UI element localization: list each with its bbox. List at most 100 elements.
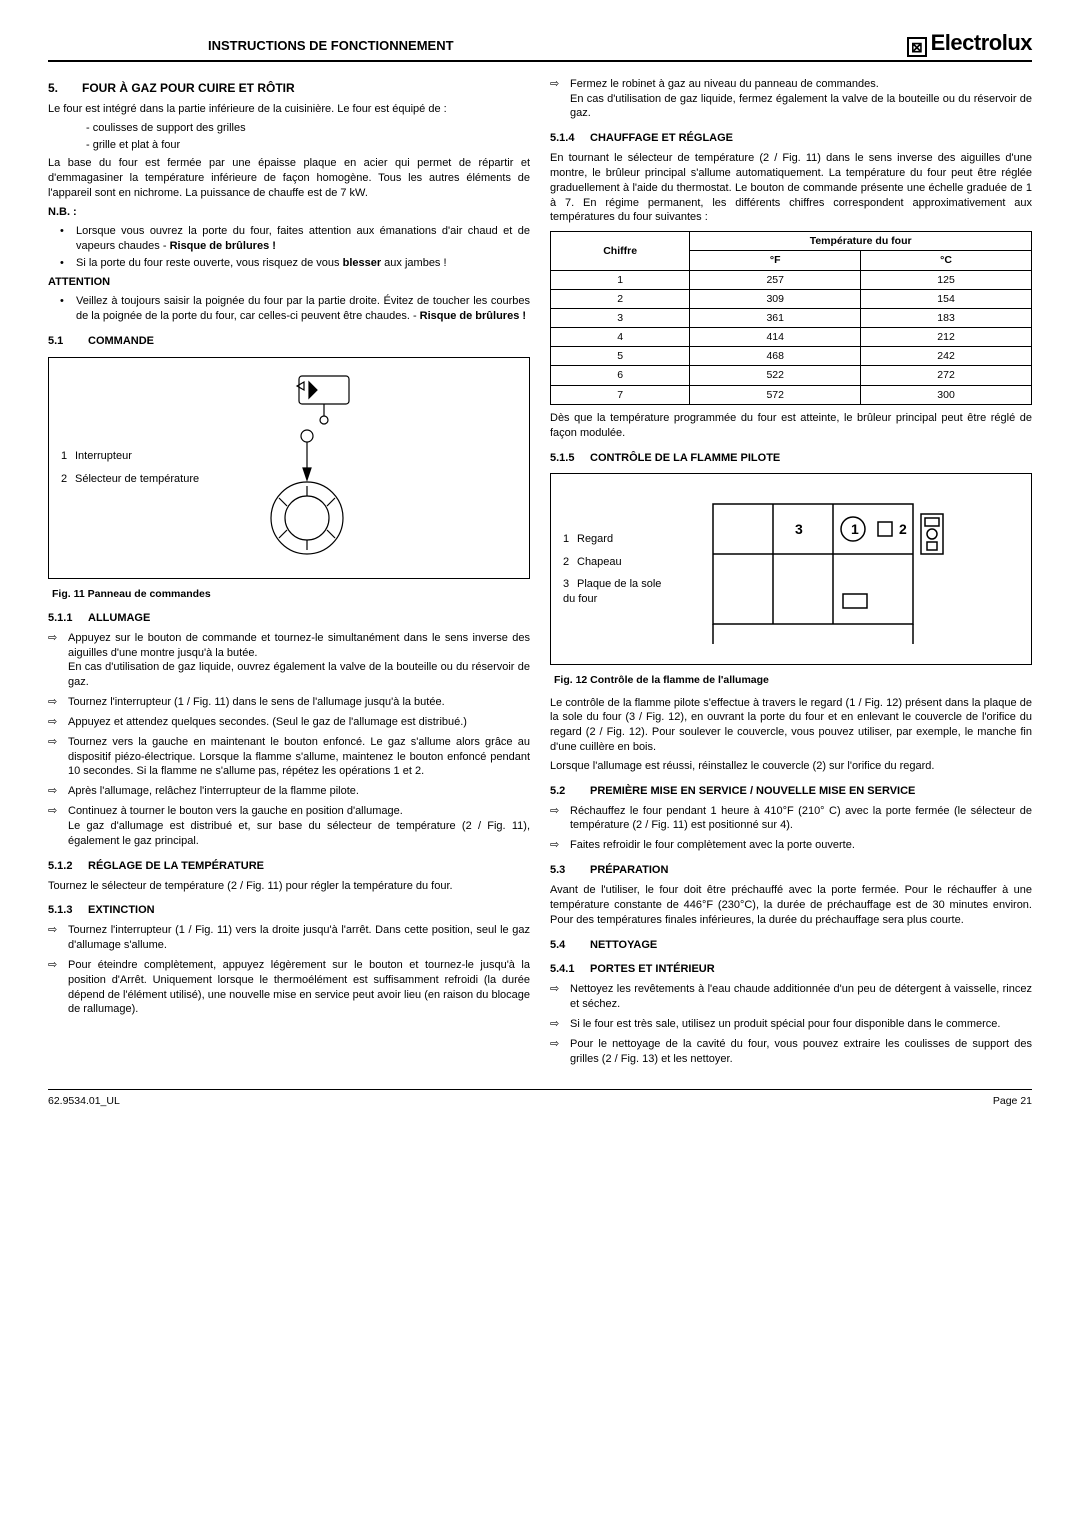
table-cell: 125 xyxy=(861,270,1032,289)
nb-item: Lorsque vous ouvrez la porte du four, fa… xyxy=(60,224,530,254)
step: Appuyez sur le bouton de commande et tou… xyxy=(48,631,530,690)
s52-heading: 5.2PREMIÈRE MISE EN SERVICE / NOUVELLE M… xyxy=(550,784,1032,799)
s514-heading: 5.1.4CHAUFFAGE ET RÉGLAGE xyxy=(550,131,1032,146)
svg-text:2: 2 xyxy=(899,521,907,537)
step: Nettoyez les revêtements à l'eau chaude … xyxy=(550,982,1032,1012)
right-column: Fermez le robinet à gaz au niveau du pan… xyxy=(550,72,1032,1072)
table-cell: 3 xyxy=(551,308,690,327)
s515-p1: Le contrôle de la flamme pilote s'effect… xyxy=(550,696,1032,755)
s5-intro: Le four est intégré dans la partie infér… xyxy=(48,102,530,117)
table-row: 7572300 xyxy=(551,385,1032,404)
table-cell: 183 xyxy=(861,308,1032,327)
table-cell: 522 xyxy=(690,366,861,385)
fig12-box: 1Regard 2Chapeau 3Plaque de la sole du f… xyxy=(550,473,1032,665)
table-cell: 361 xyxy=(690,308,861,327)
footer-right: Page 21 xyxy=(993,1094,1032,1108)
table-cell: 7 xyxy=(551,385,690,404)
step: Fermez le robinet à gaz au niveau du pan… xyxy=(550,77,1032,122)
content-columns: 5.FOUR À GAZ POUR CUIRE ET RÔTIR Le four… xyxy=(48,72,1032,1072)
table-cell: 154 xyxy=(861,289,1032,308)
attention-list: Veillez à toujours saisir la poignée du … xyxy=(60,294,530,324)
step: Tournez vers la gauche en maintenant le … xyxy=(48,735,530,780)
s5-base: La base du four est fermée par une épais… xyxy=(48,156,530,201)
s53-text: Avant de l'utiliser, le four doit être p… xyxy=(550,883,1032,928)
step: Pour éteindre complètement, appuyez légè… xyxy=(48,958,530,1017)
equip-item: coulisses de support des grilles xyxy=(86,121,530,136)
nb-heading: N.B. : xyxy=(48,205,530,220)
table-cell: 257 xyxy=(690,270,861,289)
step: Réchauffez le four pendant 1 heure à 410… xyxy=(550,804,1032,834)
fig11-legend: 1Interrupteur 2Sélecteur de température xyxy=(61,441,199,495)
svg-text:1: 1 xyxy=(851,521,859,537)
th-f: °F xyxy=(690,251,861,270)
s514-after: Dès que la température programmée du fou… xyxy=(550,411,1032,441)
s511-list: Appuyez sur le bouton de commande et tou… xyxy=(48,631,530,849)
s515-p2: Lorsque l'allumage est réussi, réinstall… xyxy=(550,759,1032,774)
left-column: 5.FOUR À GAZ POUR CUIRE ET RÔTIR Le four… xyxy=(48,72,530,1072)
table-cell: 309 xyxy=(690,289,861,308)
s515-heading: 5.1.5CONTRÔLE DE LA FLAMME PILOTE xyxy=(550,451,1032,466)
table-row: 5468242 xyxy=(551,347,1032,366)
table-row: 4414212 xyxy=(551,328,1032,347)
table-row: 1257125 xyxy=(551,270,1032,289)
section-5-heading: 5.FOUR À GAZ POUR CUIRE ET RÔTIR xyxy=(48,80,530,96)
s513-list: Tournez l'interrupteur (1 / Fig. 11) ver… xyxy=(48,923,530,1017)
attention-item: Veillez à toujours saisir la poignée du … xyxy=(60,294,530,324)
page-footer: 62.9534.01_UL Page 21 xyxy=(48,1089,1032,1108)
s541-list: Nettoyez les revêtements à l'eau chaude … xyxy=(550,982,1032,1066)
table-cell: 572 xyxy=(690,385,861,404)
step: Appuyez et attendez quelques secondes. (… xyxy=(48,715,530,730)
fig11-diagram xyxy=(229,368,369,568)
header-title: INSTRUCTIONS DE FONCTIONNEMENT xyxy=(208,37,454,55)
s52-list: Réchauffez le four pendant 1 heure à 410… xyxy=(550,804,1032,854)
table-cell: 272 xyxy=(861,366,1032,385)
th-chiffre: Chiffre xyxy=(551,232,690,270)
fig12-caption: Fig. 12 Contrôle de la flamme de l'allum… xyxy=(554,673,1032,687)
table-cell: 414 xyxy=(690,328,861,347)
table-cell: 4 xyxy=(551,328,690,347)
s511-heading: 5.1.1ALLUMAGE xyxy=(48,611,530,626)
table-cell: 300 xyxy=(861,385,1032,404)
step: Pour le nettoyage de la cavité du four, … xyxy=(550,1037,1032,1067)
svg-text:3: 3 xyxy=(795,521,803,537)
step: Tournez l'interrupteur (1 / Fig. 11) dan… xyxy=(48,695,530,710)
page-header: INSTRUCTIONS DE FONCTIONNEMENT ⊠Electrol… xyxy=(48,28,1032,62)
temperature-table: Chiffre Température du four °F °C 125712… xyxy=(550,231,1032,405)
table-row: 2309154 xyxy=(551,289,1032,308)
nb-item: Si la porte du four reste ouverte, vous … xyxy=(60,256,530,271)
fig12-diagram: 3 1 2 xyxy=(703,484,953,654)
fig11-caption: Fig. 11 Panneau de commandes xyxy=(52,587,530,601)
fig11-box: 1Interrupteur 2Sélecteur de température xyxy=(48,357,530,579)
s512-text: Tournez le sélecteur de température (2 /… xyxy=(48,879,530,894)
step: Après l'allumage, relâchez l'interrupteu… xyxy=(48,784,530,799)
table-row: 6522272 xyxy=(551,366,1032,385)
nb-list: Lorsque vous ouvrez la porte du four, fa… xyxy=(60,224,530,272)
s54-heading: 5.4NETTOYAGE xyxy=(550,938,1032,953)
footer-left: 62.9534.01_UL xyxy=(48,1094,120,1108)
table-cell: 5 xyxy=(551,347,690,366)
equipment-list: coulisses de support des grilles grille … xyxy=(86,121,530,153)
brand-icon: ⊠ xyxy=(907,37,927,57)
table-cell: 1 xyxy=(551,270,690,289)
s512-heading: 5.1.2RÉGLAGE DE LA TEMPÉRATURE xyxy=(48,859,530,874)
s514-text: En tournant le sélecteur de température … xyxy=(550,151,1032,225)
s51-heading: 5.1COMMANDE xyxy=(48,334,530,349)
th-c: °C xyxy=(861,251,1032,270)
step: Si le four est très sale, utilisez un pr… xyxy=(550,1017,1032,1032)
s541-heading: 5.4.1PORTES ET INTÉRIEUR xyxy=(550,962,1032,977)
table-cell: 468 xyxy=(690,347,861,366)
step: Continuez à tourner le bouton vers la ga… xyxy=(48,804,530,849)
s53-heading: 5.3PRÉPARATION xyxy=(550,863,1032,878)
th-temp: Température du four xyxy=(690,232,1032,251)
table-row: 3361183 xyxy=(551,308,1032,327)
s513-heading: 5.1.3EXTINCTION xyxy=(48,903,530,918)
table-cell: 2 xyxy=(551,289,690,308)
table-cell: 242 xyxy=(861,347,1032,366)
table-cell: 212 xyxy=(861,328,1032,347)
table-cell: 6 xyxy=(551,366,690,385)
equip-item: grille et plat à four xyxy=(86,138,530,153)
step: Faites refroidir le four complètement av… xyxy=(550,838,1032,853)
step: Tournez l'interrupteur (1 / Fig. 11) ver… xyxy=(48,923,530,953)
brand-logo: ⊠Electrolux xyxy=(907,28,1032,58)
s513-list-cont: Fermez le robinet à gaz au niveau du pan… xyxy=(550,77,1032,122)
